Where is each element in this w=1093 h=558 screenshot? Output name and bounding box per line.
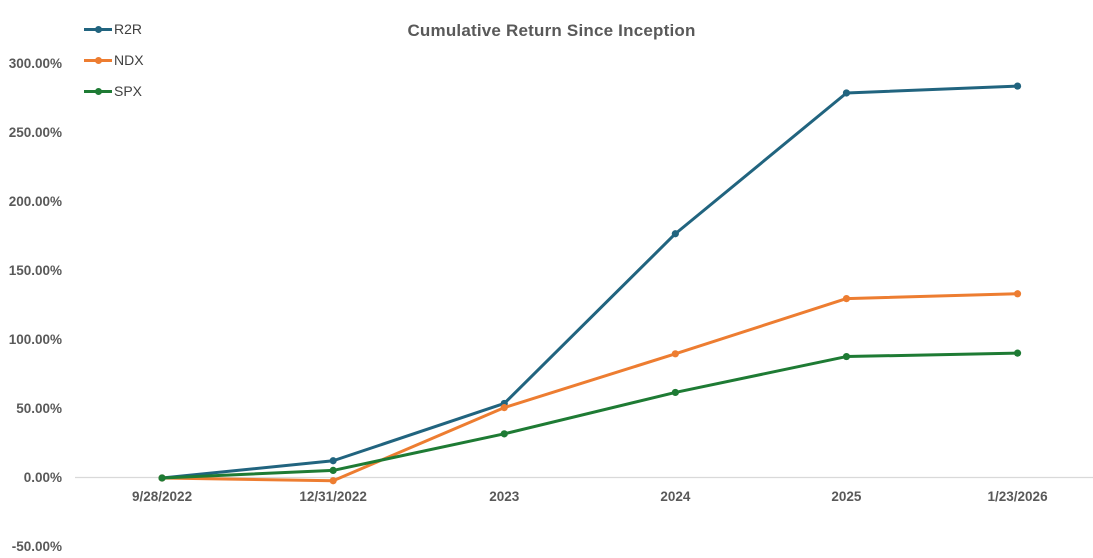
data-point-ndx[interactable] (1013, 290, 1022, 298)
data-point-ndx[interactable] (329, 477, 337, 485)
y-axis-tick-label: 0.00% (23, 470, 62, 485)
data-point-r2r[interactable] (671, 230, 679, 238)
data-point-r2r[interactable] (329, 457, 337, 465)
y-axis-tick-label: 100.00% (8, 332, 62, 347)
data-point-ndx[interactable] (671, 350, 679, 358)
data-point-spx[interactable] (158, 474, 166, 482)
data-point-ndx[interactable] (842, 295, 851, 303)
x-axis-tick-label: 1/23/2026 (987, 489, 1048, 504)
x-axis-tick-label: 2024 (660, 489, 691, 504)
data-point-spx[interactable] (1013, 349, 1022, 357)
y-axis-tick-label: 200.00% (8, 194, 62, 209)
y-axis-tick-label: -50.00% (11, 539, 62, 554)
x-axis-tick-label: 12/31/2022 (299, 489, 367, 504)
data-point-spx[interactable] (671, 388, 679, 397)
x-axis-tick-label: 2025 (831, 489, 862, 504)
chart-title: Cumulative Return Since Inception (407, 21, 696, 40)
spx-series-marker-icon (84, 81, 112, 101)
data-point-spx[interactable] (329, 466, 337, 475)
legend-item-ndx[interactable]: NDX (84, 50, 144, 70)
legend-item-r2r[interactable]: R2R (84, 19, 142, 39)
legend-label-ndx: NDX (114, 52, 144, 68)
y-axis-tick-label: 250.00% (8, 125, 62, 140)
x-axis-tick-label: 9/28/2022 (132, 489, 193, 504)
legend-label-spx: SPX (114, 83, 143, 99)
y-axis-tick-label: 50.00% (16, 401, 62, 416)
legend-label-r2r: R2R (114, 21, 143, 37)
data-point-spx[interactable] (500, 430, 508, 438)
x-axis-tick-label: 2023 (489, 489, 520, 504)
r2r-series-marker-icon (84, 19, 112, 39)
y-axis-tick-label: 300.00% (8, 56, 62, 71)
y-axis-tick-label: 150.00% (8, 263, 62, 278)
data-point-spx[interactable] (842, 352, 851, 361)
data-point-r2r[interactable] (842, 89, 851, 97)
data-point-ndx[interactable] (500, 404, 508, 412)
data-point-r2r[interactable] (1013, 82, 1022, 90)
ndx-series-marker-icon (84, 50, 112, 70)
series-line-spx (160, 351, 1020, 480)
series-line-r2r (160, 84, 1020, 480)
series-line-ndx (160, 292, 1020, 483)
legend-item-spx[interactable]: SPX (84, 81, 142, 101)
